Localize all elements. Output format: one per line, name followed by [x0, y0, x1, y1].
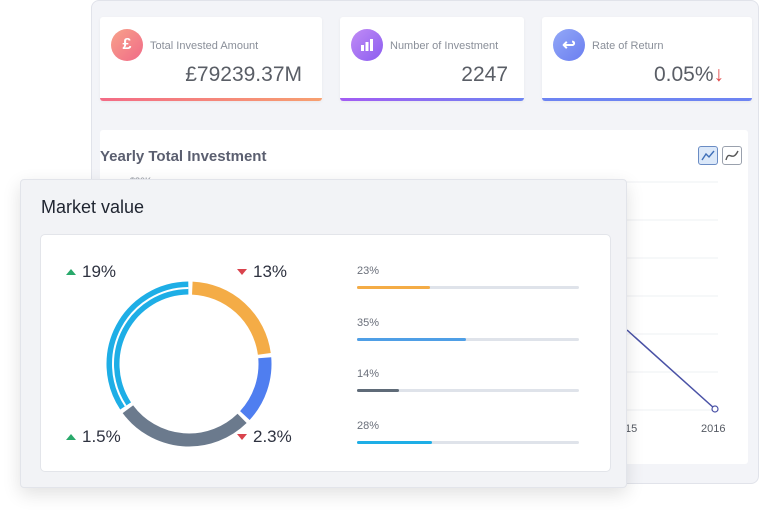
pound-icon: £	[111, 29, 143, 61]
donut-callout: 2.3%	[237, 427, 292, 447]
donut-callout: 1.5%	[66, 427, 121, 447]
progress-item: 23%	[357, 265, 579, 289]
stat-value: £79239.37M	[185, 63, 302, 86]
stat-label: Rate of Return	[592, 40, 664, 52]
stat-accent-bar	[340, 98, 524, 101]
progress-item: 28%	[357, 420, 579, 444]
return-arrow-icon: ↩	[553, 29, 585, 61]
market-content: 19% 13% 1.5% 2.3% 23% 35% 14% 28%	[40, 234, 611, 472]
progress-label: 23%	[357, 265, 380, 277]
trend-down-icon	[237, 434, 247, 440]
line-chart-icon[interactable]	[698, 146, 718, 165]
progress-track	[357, 389, 579, 392]
callout-text: 1.5%	[82, 427, 121, 446]
callout-text: 13%	[253, 262, 288, 281]
donut-chart	[106, 281, 272, 447]
stat-value-text: 0.05%	[653, 63, 714, 86]
series-line	[626, 329, 716, 410]
x-tick-label: 2016	[701, 423, 725, 435]
stat-value: 2247	[461, 63, 508, 86]
progress-label: 35%	[357, 317, 380, 329]
progress-fill	[357, 338, 466, 341]
progress-fill	[357, 389, 400, 392]
callout-text: 2.3%	[253, 427, 292, 446]
progress-track	[357, 286, 579, 289]
donut-segment[interactable]	[122, 405, 247, 447]
progress-fill	[357, 286, 431, 289]
smooth-line-icon[interactable]	[722, 146, 742, 165]
progress-fill	[357, 441, 433, 444]
stat-accent-bar	[542, 98, 752, 101]
stat-card-rate-of-return: ↩ Rate of Return 0.05%↓	[542, 17, 752, 101]
x-tick-label: 15	[625, 423, 637, 435]
market-title: Market value	[41, 197, 145, 217]
series-point[interactable]	[711, 405, 719, 413]
callout-text: 19%	[82, 262, 117, 281]
trend-down-icon	[237, 269, 247, 275]
stat-value: 0.05%↓	[654, 63, 724, 87]
progress-track	[357, 338, 579, 341]
progress-item: 35%	[357, 317, 579, 341]
donut-callout: 13%	[237, 262, 287, 282]
chart-title: Yearly Total Investment	[100, 148, 267, 165]
donut-segment-highlight	[112, 287, 189, 407]
progress-item: 14%	[357, 368, 579, 392]
donut-segment[interactable]	[106, 281, 189, 410]
stat-label: Number of Investment	[390, 40, 499, 52]
donut-segment[interactable]	[191, 281, 271, 355]
donut-callout: 19%	[66, 262, 116, 282]
trend-down-icon: ↓	[713, 63, 725, 86]
stat-card-total-invested: £ Total Invested Amount £79239.37M	[100, 17, 322, 101]
stat-label: Total Invested Amount	[150, 40, 259, 52]
stat-card-number-investment: Number of Investment 2247	[340, 17, 524, 101]
progress-label: 14%	[357, 368, 380, 380]
trend-up-icon	[66, 434, 76, 440]
trend-up-icon	[66, 269, 76, 275]
progress-label: 28%	[357, 420, 380, 432]
market-value-card: Market value 19% 13% 1.5% 2.3% 23% 35% 1…	[20, 179, 627, 488]
progress-track	[357, 441, 579, 444]
donut-segment[interactable]	[239, 357, 272, 420]
stat-accent-bar	[100, 98, 322, 101]
bar-chart-icon	[351, 29, 383, 61]
